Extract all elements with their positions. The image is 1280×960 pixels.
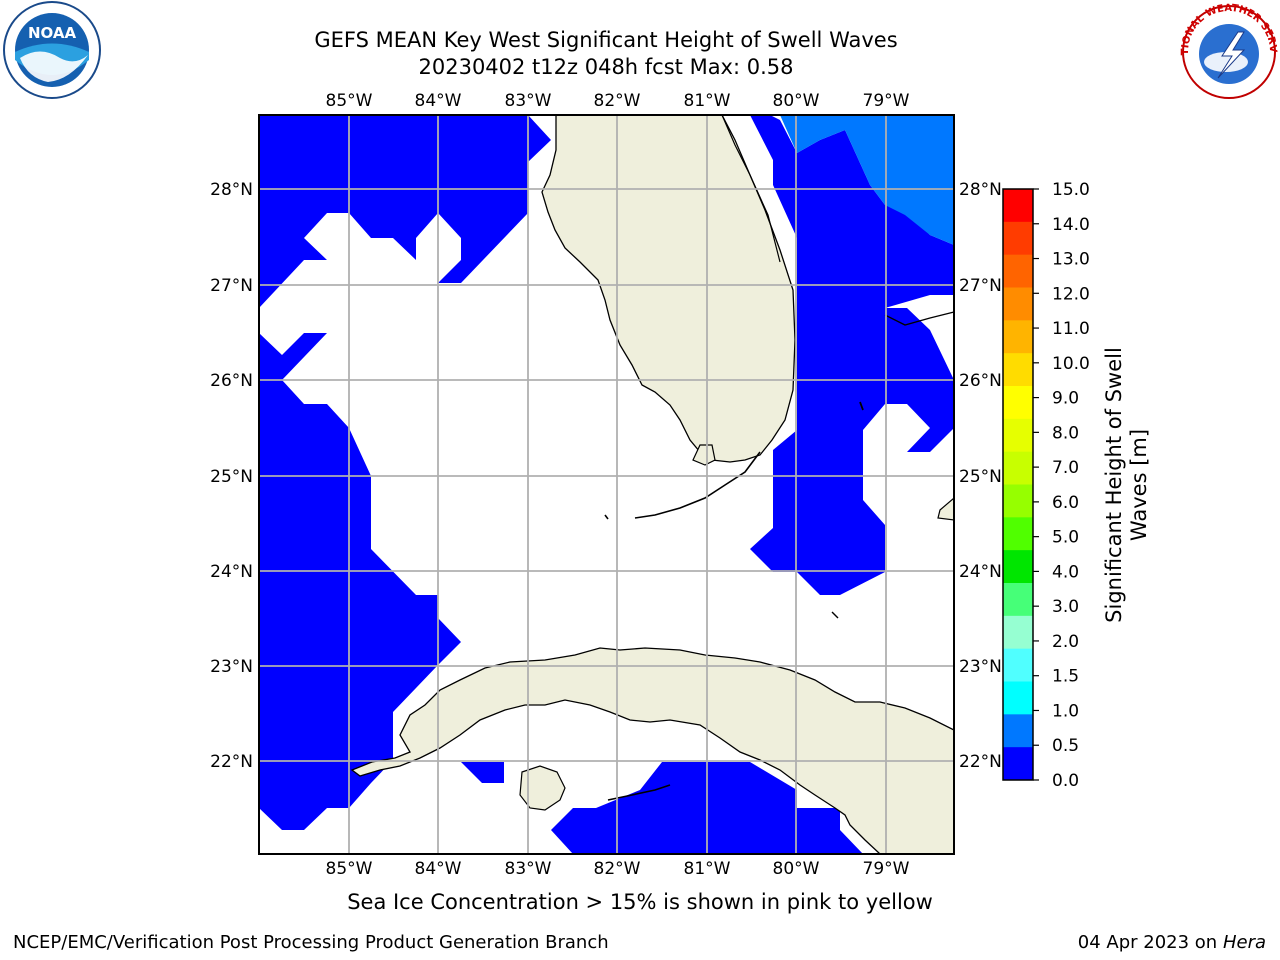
sea-ice-note: Sea Ice Concentration > 15% is shown in … bbox=[347, 890, 933, 914]
nws-logo: NATIONAL WEATHER SERVICE bbox=[1178, 0, 1278, 99]
cuba-south-cays bbox=[607, 784, 671, 801]
chart-subtitle: 20230402 t12z 048h fcst Max: 0.58 bbox=[418, 55, 794, 79]
lon-label-bottom: 84°W bbox=[415, 859, 462, 879]
colorbar-tick-label: 2.0 bbox=[1052, 632, 1079, 652]
colorbar-segment bbox=[1003, 648, 1033, 682]
lon-label-top: 79°W bbox=[863, 91, 910, 111]
colorbar-frame bbox=[1002, 188, 1034, 781]
map-frame bbox=[258, 114, 955, 855]
colorbar-segment bbox=[1003, 189, 1033, 223]
isla-de-la-juventud bbox=[519, 765, 566, 811]
graticule bbox=[259, 115, 954, 854]
lat-label-left: 24°N bbox=[210, 562, 253, 582]
lat-label-left: 27°N bbox=[210, 276, 253, 296]
lon-label-bottom: 85°W bbox=[326, 859, 373, 879]
colorbar-segment bbox=[1003, 418, 1033, 453]
lat-label-right: 27°N bbox=[959, 276, 1002, 296]
colorbar-tick-label: 9.0 bbox=[1052, 389, 1079, 409]
colorbar-segment bbox=[1003, 681, 1033, 715]
lat-label-left: 23°N bbox=[210, 657, 253, 677]
colorbar-tick-label: 10.0 bbox=[1052, 354, 1090, 374]
lat-label-right: 22°N bbox=[959, 752, 1002, 772]
colorbar-label-line2: Waves [m] bbox=[1127, 428, 1151, 542]
noaa-logo: NOAA bbox=[3, 1, 101, 99]
colorbar-segment bbox=[1003, 550, 1033, 584]
colorbar-segment bbox=[1003, 615, 1033, 650]
florida-land bbox=[541, 114, 796, 463]
lat-label-left: 26°N bbox=[210, 371, 253, 391]
florida-bay bbox=[692, 444, 716, 466]
colorbar-label-line1: Significant Height of Swell bbox=[1102, 347, 1126, 623]
lon-label-bottom: 83°W bbox=[505, 859, 552, 879]
lon-label-top: 80°W bbox=[773, 91, 820, 111]
colorbar-segment bbox=[1003, 714, 1033, 748]
colorbar-segment bbox=[1003, 353, 1033, 387]
lon-label-top: 85°W bbox=[326, 91, 373, 111]
colorbar-segment bbox=[1003, 221, 1033, 256]
colorbar-tick-label: 11.0 bbox=[1052, 319, 1090, 339]
colorbar-segment bbox=[1003, 451, 1033, 485]
colorbar-segment bbox=[1003, 484, 1033, 518]
footer-date-text: 04 Apr 2023 on bbox=[1077, 932, 1223, 953]
colorbar-segment bbox=[1003, 583, 1033, 617]
bahamas-bimini bbox=[859, 401, 864, 411]
colorbar-segment bbox=[1003, 254, 1033, 288]
footer-host: Hera bbox=[1222, 932, 1266, 953]
cay-sal bbox=[831, 611, 839, 619]
colorbar-tick-label: 5.0 bbox=[1052, 528, 1079, 548]
colorbar-ticks: 15.0 14.0 13.0 12.0 11.0 10.0 9.0 8.0 7.0 6.0 5.0 4… bbox=[1033, 180, 1090, 791]
lat-label-left: 22°N bbox=[210, 752, 253, 772]
lon-label-bottom: 80°W bbox=[773, 859, 820, 879]
footer-credit: NCEP/EMC/Verification Post Processing Pr… bbox=[13, 932, 609, 953]
colorbar-tick-label: 14.0 bbox=[1052, 215, 1090, 235]
lon-label-top: 82°W bbox=[594, 91, 641, 111]
lon-label-bottom: 79°W bbox=[863, 859, 910, 879]
lat-label-left: 28°N bbox=[210, 180, 253, 200]
footer-date: 04 Apr 2023 on Hera bbox=[1078, 932, 1266, 953]
lat-label-right: 23°N bbox=[959, 657, 1002, 677]
lat-label-right: 25°N bbox=[959, 467, 1002, 487]
colorbar-tick-label: 8.0 bbox=[1052, 423, 1079, 443]
lat-label-right: 28°N bbox=[959, 180, 1002, 200]
map-panel bbox=[258, 114, 955, 855]
lon-label-bottom: 82°W bbox=[594, 859, 641, 879]
chart-title: GEFS MEAN Key West Significant Height of… bbox=[314, 28, 898, 52]
colorbar-segment bbox=[1003, 287, 1033, 321]
colorbar-segment bbox=[1003, 386, 1033, 420]
colorbar-tick-label: 15.0 bbox=[1052, 180, 1090, 200]
colorbar-segment bbox=[1003, 320, 1033, 354]
colorbar-tick-label: 3.0 bbox=[1052, 597, 1079, 617]
colorbar bbox=[1002, 188, 1034, 781]
lon-label-top: 81°W bbox=[684, 91, 731, 111]
florida-keys bbox=[634, 451, 761, 519]
lat-label-left: 25°N bbox=[210, 467, 253, 487]
florida-east-coast bbox=[721, 114, 781, 263]
swell-band-05-10 bbox=[780, 115, 954, 245]
dry-tortugas bbox=[604, 514, 609, 520]
colorbar-tick-label: 12.0 bbox=[1052, 284, 1090, 304]
lon-label-top: 83°W bbox=[505, 91, 552, 111]
noaa-logo-text: NOAA bbox=[28, 24, 77, 42]
colorbar-segment bbox=[1003, 747, 1033, 781]
colorbar-label: Significant Height of Swell Waves [m] bbox=[1102, 285, 1152, 685]
colorbar-tick-label: 0.5 bbox=[1052, 736, 1079, 756]
colorbar-tick-label: 7.0 bbox=[1052, 458, 1079, 478]
lat-label-right: 26°N bbox=[959, 371, 1002, 391]
bahamas-grand bbox=[884, 311, 955, 326]
colorbar-segment bbox=[1003, 517, 1033, 551]
lat-label-right: 24°N bbox=[959, 562, 1002, 582]
colorbar-tick-label: 1.0 bbox=[1052, 701, 1079, 721]
colorbar-tick-label: 13.0 bbox=[1052, 250, 1090, 270]
colorbar-tick-label: 4.0 bbox=[1052, 562, 1079, 582]
colorbar-tick-label: 6.0 bbox=[1052, 493, 1079, 513]
colorbar-tick-label: 0.0 bbox=[1052, 771, 1079, 791]
lon-label-top: 84°W bbox=[415, 91, 462, 111]
lon-label-bottom: 81°W bbox=[684, 859, 731, 879]
colorbar-tick-label: 1.5 bbox=[1052, 667, 1079, 687]
